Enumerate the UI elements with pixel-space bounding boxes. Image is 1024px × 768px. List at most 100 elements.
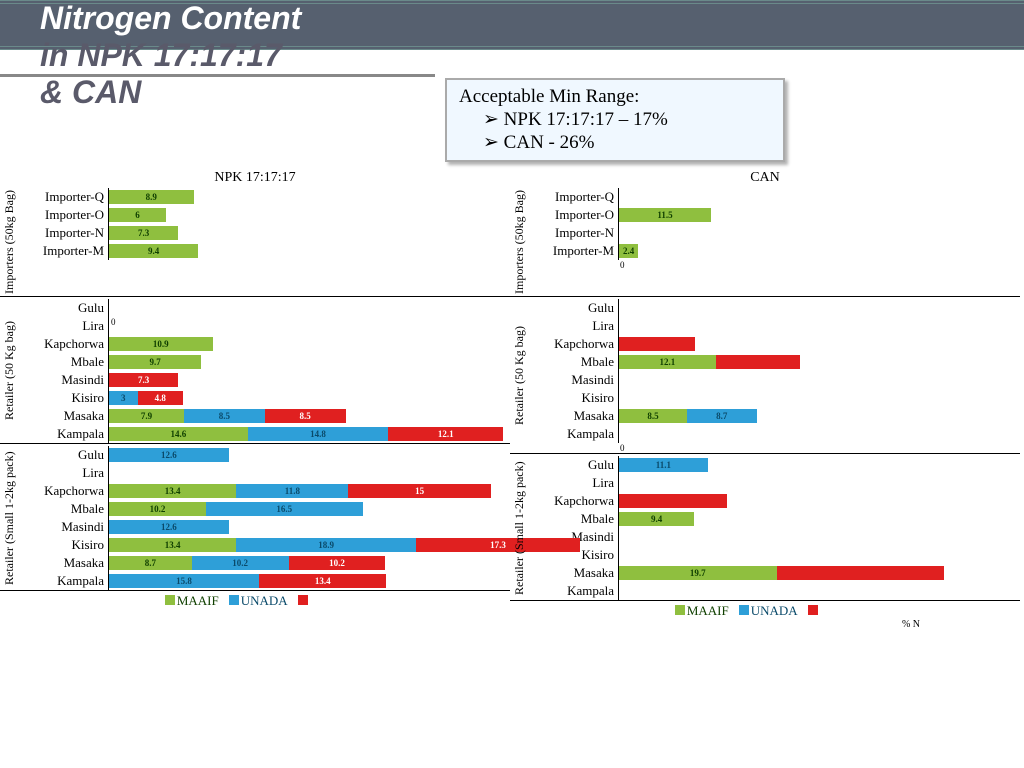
chart-row: Importer-M2.4	[528, 242, 1020, 260]
rows: Gulu11.1LiraKapchorwaMbale9.4MasindiKisi…	[528, 456, 1020, 600]
bar-segment: 2.4	[619, 244, 638, 258]
bar-segment: 12.6	[109, 448, 229, 462]
bar-segment: 8.7	[687, 409, 757, 423]
bar-segment: 13.4	[259, 574, 386, 588]
zero-label: 0	[111, 317, 116, 327]
bars	[618, 425, 1020, 443]
bar-segment: 14.8	[248, 427, 389, 441]
bar-segment: 11.8	[236, 484, 348, 498]
category-label: Mbale	[18, 501, 108, 517]
category-label: Kapchorwa	[18, 483, 108, 499]
bars	[618, 317, 1020, 335]
bars	[618, 188, 1020, 206]
x-axis-label: % N	[510, 619, 1020, 630]
chart-row: Gulu	[528, 299, 1020, 317]
category-label: Kisiro	[18, 390, 108, 406]
chart-row: Kisiro	[528, 389, 1020, 407]
category-label: Gulu	[18, 447, 108, 463]
bars: 7.3	[108, 224, 510, 242]
range-box: Acceptable Min Range: NPK 17:17:17 – 17%…	[445, 78, 785, 162]
bars	[618, 528, 1020, 546]
chart-row: Kisiro34.8	[18, 389, 510, 407]
bars: 34.8	[108, 389, 510, 407]
chart-row: Kampala	[528, 582, 1020, 600]
category-label: Kapchorwa	[528, 336, 618, 352]
category-label: Mbale	[18, 354, 108, 370]
legend: MAAIFUNADAILLICIT	[0, 593, 510, 609]
bars: 9.4	[108, 242, 510, 260]
category-label: Gulu	[528, 300, 618, 316]
bars	[618, 546, 1020, 564]
category-label: Importer-O	[528, 207, 618, 223]
chart-row: Lira0	[18, 317, 510, 335]
range-item: CAN - 26%	[483, 131, 771, 154]
bar-segment: 8.9	[109, 190, 194, 204]
bars: 7.3	[108, 371, 510, 389]
chart-row: Kampala15.813.4	[18, 572, 580, 590]
chart-row: Kisiro	[528, 546, 1020, 564]
bar-segment: 12.1	[619, 355, 716, 369]
chart-row: Kapchorwa	[528, 492, 1020, 510]
y-axis-label: Retailer (50 Kg bag)	[510, 299, 528, 453]
chart-row: Kampala	[528, 425, 1020, 443]
bar-segment	[777, 566, 944, 580]
rows: Gulu12.6LiraKapchorwa13.411.815Mbale10.2…	[18, 446, 580, 590]
category-label: Kisiro	[18, 537, 108, 553]
bar-segment: 10.2	[289, 556, 386, 570]
category-label: Importer-Q	[18, 189, 108, 205]
chart-row: Importer-O6	[18, 206, 510, 224]
category-label: Masindi	[18, 372, 108, 388]
bars	[108, 299, 510, 317]
chart-row: Masindi12.6	[18, 518, 580, 536]
bar-segment: 3	[109, 391, 138, 405]
bars: 19.7	[618, 564, 1020, 582]
chart-row: Kapchorwa10.9	[18, 335, 510, 353]
chart-row: Importer-O11.5	[528, 206, 1020, 224]
chart-panel: Importers (50kg Bag)Importer-Q8.9Importe…	[0, 188, 510, 297]
charts-area: NPK 17:17:17Importers (50kg Bag)Importer…	[0, 170, 1024, 630]
chart-row: Kisiro13.418.917.3	[18, 536, 580, 554]
bar-segment	[619, 337, 695, 351]
chart-column: NPK 17:17:17Importers (50kg Bag)Importer…	[0, 170, 510, 630]
chart-row: Masaka8.58.7	[528, 407, 1020, 425]
chart-row: Gulu11.1	[528, 456, 1020, 474]
category-label: Importer-O	[18, 207, 108, 223]
y-axis-label: Retailer (Small 1-2kg pack)	[510, 456, 528, 600]
bar-segment: 7.3	[109, 226, 178, 240]
axis-zero: 0	[620, 260, 1020, 270]
bars: 11.1	[618, 456, 1020, 474]
chart-row: Masindi	[528, 371, 1020, 389]
category-label: Lira	[18, 318, 108, 334]
chart-row: Importer-N7.3	[18, 224, 510, 242]
category-label: Masaka	[18, 408, 108, 424]
bars	[618, 474, 1020, 492]
bars: 0	[108, 317, 510, 335]
legend-label: ILLICIT	[310, 593, 355, 608]
legend-label: MAAIF	[177, 593, 219, 608]
bar-segment: 8.5	[184, 409, 265, 423]
legend-label: MAAIF	[687, 603, 729, 618]
chart-row: Mbale10.216.5	[18, 500, 580, 518]
y-axis-label: Retailer (50 Kg bag)	[0, 299, 18, 443]
title-l2: in NPK 17:17:17	[40, 37, 282, 73]
bar-segment: 10.2	[109, 502, 206, 516]
legend-swatch	[298, 595, 308, 605]
chart-row: Importer-Q8.9	[18, 188, 510, 206]
chart-row: Lira	[528, 317, 1020, 335]
legend: MAAIFUNADAILLICIT	[510, 603, 1020, 619]
bar-segment: 8.5	[619, 409, 687, 423]
bars: 6	[108, 206, 510, 224]
category-label: Importer-M	[528, 243, 618, 259]
title-l3: & CAN	[40, 74, 141, 110]
category-label: Kapchorwa	[18, 336, 108, 352]
bar-segment: 7.3	[109, 373, 178, 387]
chart-panel: Importers (50kg Bag)Importer-QImporter-O…	[510, 188, 1020, 297]
bars: 10.9	[108, 335, 510, 353]
bar-segment: 14.6	[109, 427, 248, 441]
range-item: NPK 17:17:17 – 17%	[483, 108, 771, 131]
chart-row: Masindi7.3	[18, 371, 510, 389]
chart-row: Mbale9.7	[18, 353, 510, 371]
chart-row: Masaka8.710.210.2	[18, 554, 580, 572]
category-label: Masaka	[528, 408, 618, 424]
rows: Importer-QImporter-O11.5Importer-NImport…	[528, 188, 1020, 296]
